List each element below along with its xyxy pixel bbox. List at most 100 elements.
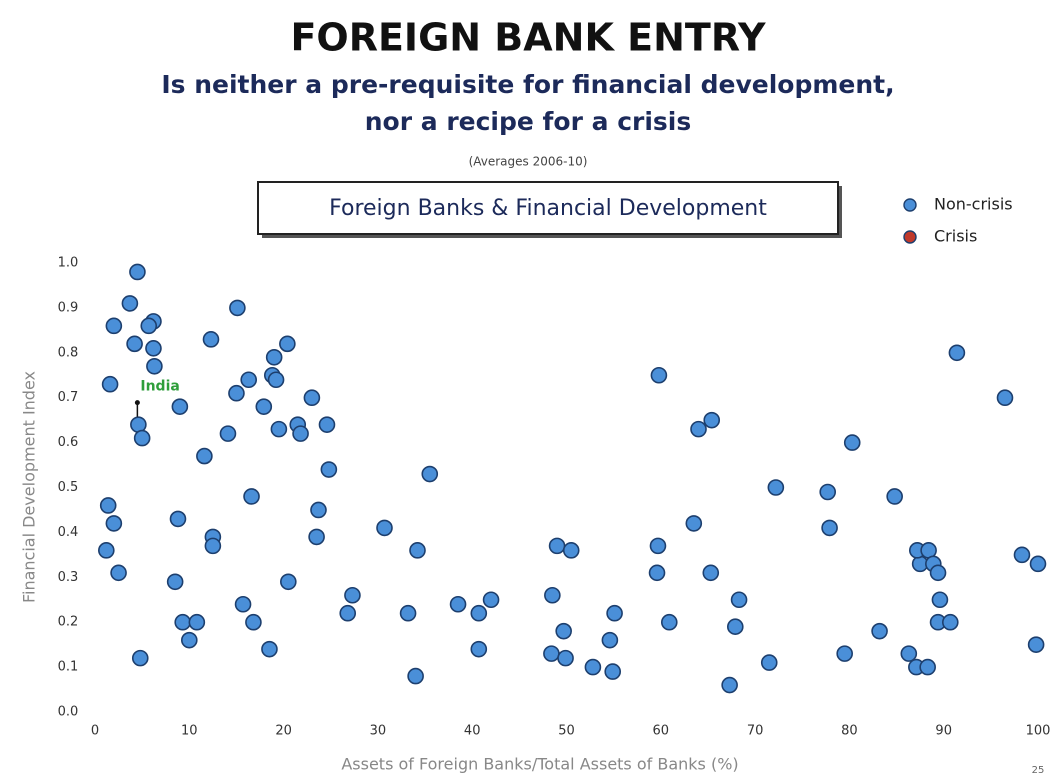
data-point xyxy=(318,416,336,433)
y-tick-label: 0.9 xyxy=(58,300,79,315)
y-tick-label: 0.6 xyxy=(58,435,79,450)
data-point xyxy=(280,573,297,591)
data-point xyxy=(376,519,393,537)
data-point xyxy=(601,631,619,649)
data-point xyxy=(482,591,500,609)
data-point xyxy=(1027,636,1045,653)
data-point xyxy=(703,411,721,429)
data-point xyxy=(204,537,222,555)
data-point xyxy=(181,631,198,649)
legend-marker xyxy=(903,198,917,212)
subtitle: nor a recipe for a crisis xyxy=(365,107,692,136)
data-point xyxy=(948,344,966,362)
legend-label: Non-crisis xyxy=(934,195,1013,214)
data-point xyxy=(174,613,191,631)
data-point xyxy=(760,654,778,671)
data-point xyxy=(196,447,213,465)
data-point xyxy=(767,479,785,496)
data-point xyxy=(690,420,707,438)
annotation-label: India xyxy=(140,379,179,395)
note: (Averages 2006-10) xyxy=(469,155,588,169)
data-point xyxy=(929,564,947,582)
data-point xyxy=(320,461,338,478)
data-point xyxy=(270,420,288,438)
y-tick-label: 0.3 xyxy=(58,570,79,585)
data-point xyxy=(886,488,903,505)
slide-title: FOREIGN BANK ENTRY xyxy=(290,16,766,60)
data-point xyxy=(105,515,123,532)
x-tick-label: 80 xyxy=(841,724,858,739)
data-point xyxy=(702,564,720,582)
data-point xyxy=(267,371,285,389)
y-tick-label: 1.0 xyxy=(58,256,79,271)
data-point xyxy=(129,263,146,281)
data-point xyxy=(171,398,189,415)
data-point xyxy=(308,528,325,546)
data-point xyxy=(648,564,666,582)
data-point xyxy=(900,645,918,662)
data-point xyxy=(421,465,439,483)
data-point xyxy=(303,389,321,407)
data-point xyxy=(98,542,115,559)
data-point xyxy=(407,667,424,685)
y-tick-label: 0.0 xyxy=(58,705,79,720)
data-point xyxy=(292,425,309,442)
y-tick-label: 0.7 xyxy=(58,390,79,405)
y-tick-label: 0.1 xyxy=(58,660,79,675)
x-tick-label: 70 xyxy=(747,724,764,739)
data-point xyxy=(996,389,1014,407)
data-point xyxy=(234,595,252,613)
data-point xyxy=(470,640,488,658)
x-tick-label: 20 xyxy=(275,724,292,739)
data-point xyxy=(399,604,417,622)
chart-title: Foreign Banks & Financial Development xyxy=(329,196,767,221)
data-point xyxy=(121,295,139,312)
data-point xyxy=(544,586,561,604)
data-point xyxy=(202,331,220,348)
annotation-dot xyxy=(134,400,140,406)
data-point xyxy=(344,586,361,604)
x-axis-label: Assets of Foreign Banks/Total Assets of … xyxy=(341,755,738,774)
data-point xyxy=(140,317,158,335)
data-point xyxy=(409,542,426,559)
data-point xyxy=(555,622,572,640)
data-point xyxy=(228,384,245,402)
legend-label: Crisis xyxy=(934,227,977,246)
data-point xyxy=(130,416,147,433)
data-point xyxy=(265,348,283,366)
page-number: 25 xyxy=(1032,765,1045,776)
data-point xyxy=(261,640,278,658)
data-point xyxy=(449,595,467,613)
data-point xyxy=(133,429,151,447)
x-tick-label: 90 xyxy=(935,724,952,739)
data-point xyxy=(279,335,296,353)
data-point xyxy=(126,335,143,353)
data-point xyxy=(145,340,162,357)
x-tick-label: 100 xyxy=(1026,724,1051,739)
data-point xyxy=(131,649,149,667)
data-point xyxy=(169,510,187,528)
x-tick-label: 0 xyxy=(91,724,99,739)
data-point xyxy=(543,645,560,662)
data-point xyxy=(166,573,184,591)
x-tick-label: 50 xyxy=(558,724,575,739)
data-point xyxy=(650,366,668,384)
data-point xyxy=(931,591,949,609)
data-point xyxy=(721,676,738,694)
data-point xyxy=(101,375,119,393)
data-point xyxy=(836,645,853,662)
data-point xyxy=(843,434,861,451)
data-point xyxy=(146,357,163,375)
data-point xyxy=(649,537,667,555)
x-tick-label: 60 xyxy=(653,724,670,739)
x-tick-label: 30 xyxy=(370,724,387,739)
y-tick-label: 0.8 xyxy=(58,345,79,360)
data-point xyxy=(1013,546,1031,564)
data-point xyxy=(243,488,260,505)
y-tick-label: 0.5 xyxy=(58,480,79,495)
data-point xyxy=(819,483,837,501)
data-point xyxy=(229,299,246,317)
x-tick-label: 10 xyxy=(181,724,198,739)
data-point xyxy=(105,317,123,335)
